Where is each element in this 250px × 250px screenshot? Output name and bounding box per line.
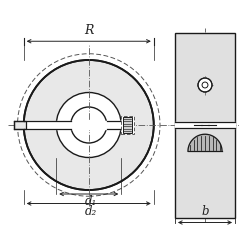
Circle shape: [198, 78, 212, 92]
Circle shape: [24, 60, 154, 190]
Bar: [121, 116, 134, 134]
Bar: [14, 121, 26, 129]
Text: d₂: d₂: [85, 205, 98, 218]
Text: R: R: [84, 24, 94, 37]
Bar: [175, 32, 235, 218]
Bar: [122, 118, 132, 132]
Text: d₁: d₁: [85, 195, 98, 208]
Text: b: b: [201, 205, 209, 218]
Circle shape: [56, 92, 121, 158]
Polygon shape: [188, 134, 222, 151]
